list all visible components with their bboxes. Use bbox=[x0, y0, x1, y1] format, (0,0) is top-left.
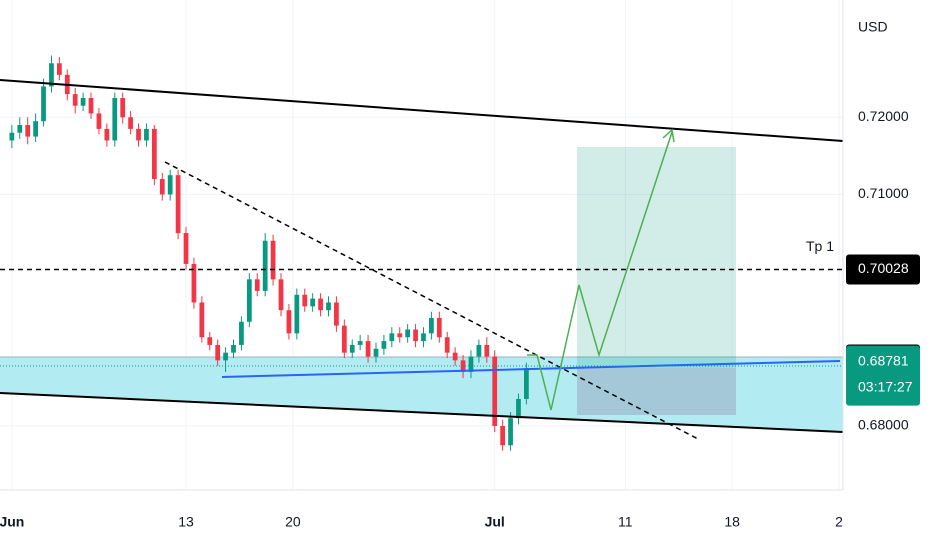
candle-body bbox=[349, 344, 355, 353]
candle-body bbox=[49, 63, 54, 87]
candle-body bbox=[436, 317, 442, 338]
candle-body bbox=[56, 63, 62, 75]
price-label: 0.68781 bbox=[858, 352, 909, 368]
candle-body bbox=[183, 233, 189, 264]
candle-body bbox=[286, 310, 292, 334]
candle-body bbox=[341, 325, 347, 353]
candle-body bbox=[405, 329, 411, 338]
candle-body bbox=[365, 341, 371, 357]
candle-body bbox=[318, 298, 323, 311]
tp-name: Tp 1 bbox=[806, 238, 834, 254]
x-tick-label: 20 bbox=[285, 514, 301, 530]
candle-body bbox=[262, 240, 268, 291]
candle-body bbox=[231, 344, 236, 353]
candle-body bbox=[128, 117, 133, 129]
support-line bbox=[221, 360, 841, 378]
candle-body bbox=[136, 128, 141, 141]
candle-body bbox=[278, 279, 284, 311]
price-label-box bbox=[846, 254, 920, 285]
candle-body bbox=[246, 279, 252, 322]
candle-body bbox=[397, 333, 403, 338]
candle-body bbox=[120, 98, 126, 118]
x-tick-label: 13 bbox=[178, 514, 194, 530]
candle-body bbox=[310, 298, 316, 307]
candle-body bbox=[167, 175, 173, 195]
y-tick-label: 0.71000 bbox=[858, 185, 909, 201]
x-tick-label: Jun bbox=[0, 514, 24, 530]
candle-body bbox=[9, 132, 15, 141]
price-label-box bbox=[846, 345, 920, 406]
candle-body bbox=[381, 341, 387, 349]
trendline bbox=[164, 161, 701, 441]
x-tick-label: Jul bbox=[485, 514, 505, 530]
candle-body bbox=[104, 128, 110, 141]
candle-body bbox=[444, 337, 450, 353]
candle-body bbox=[452, 352, 458, 361]
x-tick-label: 2 bbox=[835, 514, 843, 530]
candle-body bbox=[41, 86, 46, 122]
candle-body bbox=[207, 337, 213, 345]
candle-body bbox=[144, 128, 149, 141]
candle-body bbox=[357, 341, 363, 345]
stop-box bbox=[577, 368, 736, 415]
candle-body bbox=[468, 356, 474, 372]
candle-body bbox=[492, 356, 498, 426]
support-zone bbox=[0, 357, 843, 432]
candle-body bbox=[373, 348, 379, 357]
candle-body bbox=[429, 317, 434, 334]
candle-body bbox=[151, 128, 157, 180]
candle-body bbox=[88, 98, 94, 114]
candle-body bbox=[254, 279, 260, 291]
candle-body bbox=[302, 294, 308, 307]
candle-body bbox=[516, 398, 521, 419]
candle-body bbox=[191, 263, 197, 303]
projection bbox=[527, 131, 673, 411]
candle-body bbox=[389, 333, 395, 342]
candle-body bbox=[460, 360, 466, 372]
candle-body bbox=[326, 302, 331, 311]
candle-body bbox=[112, 98, 118, 141]
candle-body bbox=[33, 121, 38, 137]
candle-body bbox=[421, 333, 426, 342]
candle-body bbox=[334, 302, 339, 326]
candle-body bbox=[25, 125, 31, 137]
candle-body bbox=[484, 344, 490, 357]
candle-body bbox=[476, 344, 482, 357]
candle-body bbox=[508, 418, 513, 446]
candle-body bbox=[17, 125, 23, 133]
candle-body bbox=[223, 352, 228, 361]
y-tick-label: 0.68000 bbox=[858, 417, 909, 433]
candle-body bbox=[215, 344, 221, 361]
target-box bbox=[577, 147, 736, 368]
candle-body bbox=[199, 302, 205, 338]
candle-body bbox=[239, 321, 244, 345]
candle-body bbox=[270, 240, 276, 280]
channel-lower bbox=[0, 392, 844, 433]
price-label: 0.70028 bbox=[858, 260, 909, 276]
candle-body bbox=[80, 98, 86, 106]
x-tick-label: 18 bbox=[724, 514, 740, 530]
y-tick-label: 0.72000 bbox=[858, 108, 909, 124]
candle-body bbox=[524, 368, 529, 399]
candle-body bbox=[72, 94, 78, 106]
channel-upper bbox=[0, 79, 844, 142]
x-tick-label: 11 bbox=[618, 514, 633, 530]
candle-body bbox=[413, 329, 418, 342]
projection-arrow bbox=[662, 128, 675, 143]
candle-body bbox=[175, 175, 181, 234]
candle-body bbox=[294, 294, 300, 334]
countdown: 03:17:27 bbox=[858, 378, 913, 394]
currency: USD bbox=[858, 19, 888, 35]
candle-body bbox=[96, 113, 102, 129]
candle-body bbox=[159, 179, 165, 195]
candle-body bbox=[500, 425, 506, 446]
